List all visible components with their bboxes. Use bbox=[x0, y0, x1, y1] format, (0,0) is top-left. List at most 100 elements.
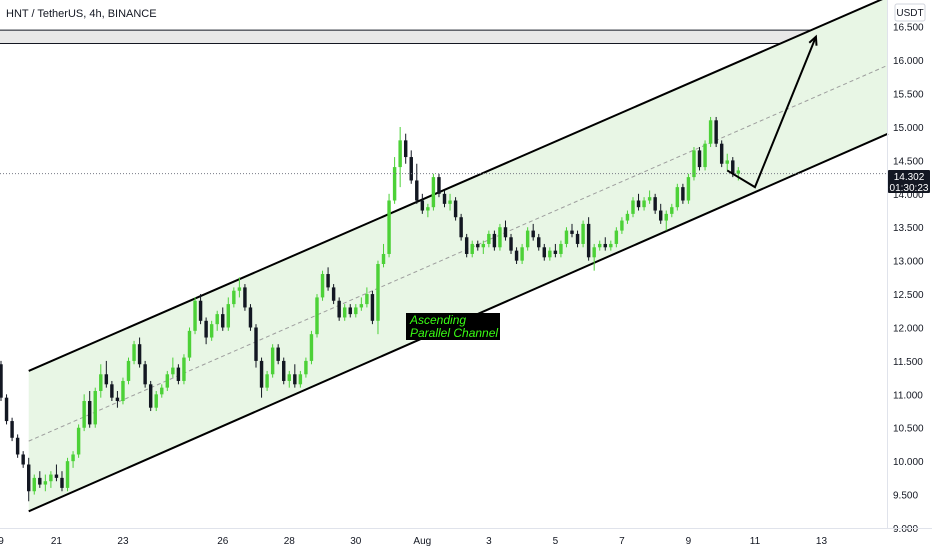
candle-body bbox=[342, 307, 347, 318]
time-tick-label: Aug bbox=[413, 536, 431, 547]
time-axis[interactable]: 9 21 23 26 28 30 Aug 3 5 7 9 11 13 bbox=[0, 528, 932, 548]
candle bbox=[287, 370, 291, 388]
candle-body bbox=[481, 243, 486, 248]
candle-body bbox=[54, 474, 59, 478]
candle bbox=[71, 451, 75, 468]
candle-body bbox=[93, 390, 97, 425]
candle-body bbox=[82, 401, 86, 428]
current-price-tag: 14.302 01:30:23 bbox=[888, 170, 930, 194]
candle-body bbox=[110, 384, 114, 398]
candle-body bbox=[636, 200, 641, 208]
candle bbox=[60, 471, 64, 492]
candle bbox=[165, 370, 170, 391]
candle-body bbox=[553, 250, 558, 254]
candle-body bbox=[143, 364, 147, 385]
candle-body bbox=[298, 374, 303, 385]
candle bbox=[719, 140, 724, 168]
candle-body bbox=[49, 474, 53, 482]
price-axis[interactable]: 9.000 9.500 10.000 10.500 11.000 11.500 12.000… bbox=[887, 0, 925, 535]
candle-body bbox=[32, 477, 36, 492]
candle bbox=[160, 384, 164, 398]
candle-body bbox=[204, 320, 208, 338]
time-tick-label: 23 bbox=[117, 536, 129, 547]
candle bbox=[232, 287, 236, 308]
candle bbox=[653, 193, 657, 214]
currency-unit-label: USDT bbox=[896, 8, 923, 19]
candle bbox=[420, 193, 425, 214]
candle-body bbox=[686, 177, 691, 201]
candle-body bbox=[658, 210, 663, 221]
price-tick-label: 9.500 bbox=[893, 491, 918, 502]
candle-body bbox=[265, 374, 269, 388]
candle bbox=[548, 247, 552, 261]
candle-body bbox=[354, 307, 358, 315]
candle-body bbox=[719, 143, 724, 164]
candle-body bbox=[10, 421, 14, 438]
candle bbox=[282, 357, 286, 385]
candle bbox=[143, 360, 147, 388]
candle bbox=[376, 260, 380, 335]
candle-body bbox=[731, 160, 735, 174]
candle bbox=[82, 394, 86, 432]
candle-body bbox=[697, 150, 702, 168]
candle-body bbox=[725, 160, 729, 164]
price-tick-label: 14.500 bbox=[893, 156, 924, 167]
candle bbox=[725, 153, 729, 171]
candle-body bbox=[525, 230, 530, 248]
candle bbox=[237, 277, 242, 298]
candle bbox=[76, 424, 81, 458]
candle-body bbox=[714, 120, 718, 144]
time-tick-label: 3 bbox=[486, 536, 492, 547]
price-tick-label: 12.000 bbox=[893, 323, 924, 334]
candle bbox=[226, 297, 231, 331]
candle-body bbox=[476, 243, 480, 248]
candle-body bbox=[76, 427, 81, 455]
price-tick-label: 16.000 bbox=[893, 56, 924, 67]
candle bbox=[326, 267, 330, 291]
candle-body bbox=[625, 213, 630, 221]
candle bbox=[481, 240, 486, 254]
candle bbox=[354, 304, 358, 318]
price-tick-label: 11.000 bbox=[893, 390, 923, 401]
candle bbox=[503, 220, 508, 241]
candle bbox=[331, 284, 336, 305]
candle-body bbox=[287, 374, 291, 381]
candle bbox=[21, 451, 25, 468]
candle-body bbox=[415, 180, 419, 201]
candle-body bbox=[259, 360, 264, 388]
currency-unit-box[interactable]: USDT bbox=[894, 3, 926, 22]
candle-body bbox=[21, 454, 25, 465]
candle bbox=[614, 227, 619, 248]
candle-body bbox=[65, 461, 70, 488]
resistance-zone-layer bbox=[0, 29, 887, 44]
candle bbox=[398, 126, 402, 188]
candle bbox=[87, 390, 92, 428]
candle bbox=[293, 364, 297, 388]
candle bbox=[581, 220, 585, 248]
candle bbox=[415, 163, 419, 204]
candle-body bbox=[431, 177, 436, 208]
candle bbox=[564, 227, 569, 248]
candle bbox=[537, 233, 541, 251]
time-tick-label: 9 bbox=[686, 536, 692, 547]
candle-body bbox=[609, 243, 613, 248]
candle bbox=[514, 247, 519, 264]
candle-body bbox=[570, 230, 574, 234]
candle bbox=[243, 284, 247, 311]
candle-body bbox=[392, 167, 397, 201]
candle bbox=[542, 243, 547, 261]
candle bbox=[520, 243, 524, 264]
candle-body bbox=[575, 233, 580, 244]
candle bbox=[204, 317, 208, 345]
candle bbox=[320, 270, 325, 301]
candle bbox=[99, 364, 103, 398]
candle bbox=[470, 240, 474, 258]
candle-body bbox=[226, 304, 231, 328]
candle bbox=[176, 364, 181, 385]
candle-body bbox=[387, 200, 391, 254]
candle bbox=[10, 417, 14, 442]
time-tick-label: 13 bbox=[816, 536, 828, 547]
price-tick-label: 13.000 bbox=[893, 257, 924, 268]
candle-body bbox=[370, 294, 375, 321]
candle-body bbox=[537, 237, 541, 248]
